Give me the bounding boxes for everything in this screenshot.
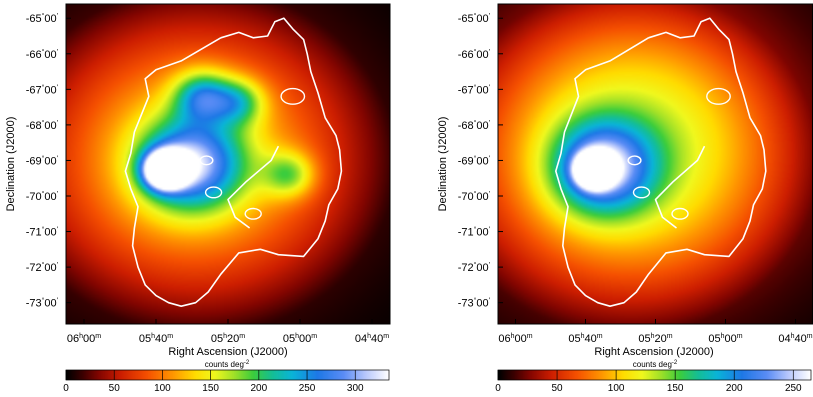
y-tick-label: -71°00': [26, 226, 58, 239]
y-tick-label: -70°00': [458, 190, 490, 203]
colorbar-tick-label: 0: [495, 383, 501, 394]
x-axis-label-right: Right Ascension (J2000): [594, 346, 713, 358]
y-axis-label-right: Declination (J2000): [437, 117, 449, 212]
x-tick-label: 05h00m: [708, 333, 742, 345]
y-tick-label: -73°00': [458, 297, 490, 310]
y-tick-label: -68°00': [26, 119, 58, 132]
colorbar-tick-label: 250: [299, 383, 316, 394]
x-tick-label: 05h40m: [139, 333, 173, 345]
contour-loop: [280, 87, 306, 105]
y-axis-left: -65°00' -66°00' -67°00' -68°00' -69°00' -70°0…: [26, 12, 71, 310]
x-axis-right: 06h00m 05h40m 05h20m 05h00m 04h40m: [498, 319, 813, 345]
x-tick-label: 05h00m: [283, 333, 317, 345]
contour-loop: [671, 207, 689, 220]
y-tick-label: -67°00': [458, 83, 490, 96]
x-tick-label: 05h20m: [638, 333, 672, 345]
x-tick-label: 06h00m: [498, 333, 532, 345]
contour-loop: [706, 87, 731, 105]
colorbar-tick-label: 200: [726, 383, 743, 394]
colorbar-tick-label: 100: [154, 383, 171, 394]
y-tick-label: -67°00': [26, 83, 58, 96]
y-tick-label: -70°00': [26, 190, 58, 203]
x-tick-label: 05h40m: [568, 333, 602, 345]
contour-outline: [124, 17, 343, 308]
panel-left: -65°00' -66°00' -67°00' -68°00' -69°00' -70°0…: [5, 3, 391, 394]
y-tick-label: -72°00': [458, 261, 490, 274]
x-axis-left: 06h00m 05h40m 05h20m 05h00m 04h40m: [67, 319, 389, 345]
contour-loop: [244, 207, 262, 220]
colorbar-tick-label: 250: [785, 383, 802, 394]
contour-outline: [554, 17, 767, 308]
contour-right: [554, 17, 767, 308]
contour-loop: [632, 186, 651, 199]
contour-loop: [204, 186, 223, 199]
intensity-map-left: [66, 4, 390, 324]
x-axis-label-left: Right Ascension (J2000): [168, 346, 287, 358]
x-tick-label: 04h40m: [778, 333, 812, 345]
y-tick-label: -65°00': [458, 12, 490, 25]
map-right: [497, 3, 813, 325]
y-tick-label: -71°00': [458, 226, 490, 239]
colorbar-label-left: counts deg-2: [205, 360, 250, 369]
y-tick-label: -66°00': [26, 48, 58, 61]
colorbar-right: counts deg-2 0 50 100 150 200 250: [495, 360, 812, 394]
y-tick-label: -72°00': [26, 261, 58, 274]
colorbar-tick-label: 150: [202, 383, 219, 394]
colorbar-tick-label: 200: [250, 383, 267, 394]
y-tick-label: -65°00': [26, 12, 58, 25]
y-tick-label: -69°00': [26, 154, 58, 167]
x-tick-label: 04h40m: [355, 333, 389, 345]
y-tick-label: -66°00': [458, 48, 490, 61]
colorbar-tick-label: 300: [347, 383, 364, 394]
colorbar-tick-label: 100: [608, 383, 625, 394]
y-tick-label: -68°00': [458, 119, 490, 132]
colorbar-tick-label: 0: [63, 383, 69, 394]
y-tick-label: -73°00': [26, 297, 58, 310]
colorbar-image: [66, 370, 389, 380]
contour-loop: [199, 155, 214, 166]
panel-right: -65°00' -66°00' -67°00' -68°00' -69°00' -70°0…: [437, 3, 813, 394]
x-tick-label: 05h20m: [211, 333, 245, 345]
contour-left: [124, 17, 343, 308]
contour-loop: [627, 155, 642, 166]
contour-inner-arc: [654, 145, 706, 229]
colorbar-ticks-left: 0 50 100 150 200 250 300: [63, 370, 364, 394]
y-axis-right: -65°00' -66°00' -67°00' -68°00' -69°00' -70°0…: [458, 12, 503, 310]
colorbar-label-right: counts deg-2: [633, 360, 678, 369]
colorbar-tick-label: 150: [667, 383, 684, 394]
colorbar-left: counts deg-2 0 50 100 150 200 250 300: [63, 360, 390, 394]
colorbar-tick-label: 50: [109, 383, 121, 394]
y-axis-label-left: Declination (J2000): [5, 117, 17, 212]
intensity-map-right: [498, 4, 813, 324]
colorbar-image: [498, 370, 811, 380]
colorbar-tick-label: 50: [551, 383, 563, 394]
y-tick-label: -69°00': [458, 154, 490, 167]
x-tick-label: 06h00m: [67, 333, 101, 345]
contour-inner-arc: [227, 145, 280, 229]
map-left: [65, 3, 391, 325]
colorbar-ticks-right: 0 50 100 150 200 250: [495, 370, 802, 394]
